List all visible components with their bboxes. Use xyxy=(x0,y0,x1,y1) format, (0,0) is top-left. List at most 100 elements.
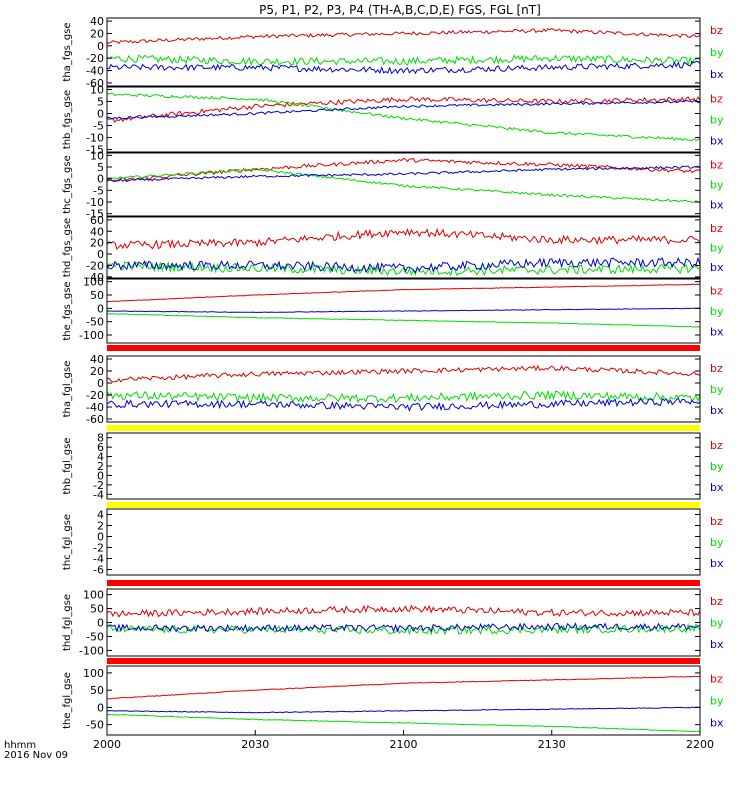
series-by-the_fgl_gse xyxy=(107,714,701,733)
y-axis-label: thc_fgl_gse xyxy=(62,514,73,570)
y-tick-label: 20 xyxy=(90,27,104,40)
y-tick-label: 4 xyxy=(97,451,104,464)
y-tick-label: -4 xyxy=(93,553,104,566)
series-by-thb_fgs_gse xyxy=(106,92,701,142)
legend-bx: bx xyxy=(710,481,724,494)
y-tick-label: 2 xyxy=(97,460,104,473)
y-tick-label: -40 xyxy=(86,271,104,284)
y-tick-label: 0 xyxy=(97,617,104,630)
y-tick-label: -20 xyxy=(86,389,104,402)
legend-bx: bx xyxy=(710,134,724,147)
y-tick-label: 50 xyxy=(90,289,104,302)
series-bx-thb_fgs_gse xyxy=(106,99,701,120)
y-tick-label: -4 xyxy=(93,488,104,501)
y-tick-label: -60 xyxy=(86,77,104,90)
y-tick-label: 20 xyxy=(90,365,104,378)
legend-bz: bz xyxy=(710,222,723,235)
y-tick-label: -2 xyxy=(93,542,104,555)
series-by-thc_fgs_gse xyxy=(106,167,701,204)
panel-frame xyxy=(106,86,701,153)
y-tick-label: -50 xyxy=(86,719,104,732)
y-tick-label: -10 xyxy=(86,132,104,145)
legend-by: by xyxy=(710,46,724,59)
y-tick-label: 2 xyxy=(97,520,104,533)
legend-bz: bz xyxy=(710,595,723,608)
legend-by: by xyxy=(710,617,724,630)
separator-bar xyxy=(107,425,700,431)
panel-frame xyxy=(106,17,701,87)
x-axis-label-top: hhmm xyxy=(4,740,36,751)
y-axis-label: thb_fgs_gse xyxy=(62,90,73,149)
y-tick-label: -100 xyxy=(79,329,104,342)
y-tick-label: -50 xyxy=(86,316,104,329)
series-bx-thd_fgl_gse xyxy=(106,622,701,633)
separator-bar xyxy=(107,345,700,351)
y-tick-label: 5 xyxy=(97,161,104,174)
y-tick-label: -10 xyxy=(86,196,104,209)
separator-bar xyxy=(107,580,700,586)
series-bx-tha_fgl_gse xyxy=(106,397,701,412)
legend-by: by xyxy=(710,383,724,396)
x-tick-label: 2100 xyxy=(390,738,418,751)
y-tick-label: 5 xyxy=(97,95,104,108)
y-tick-label: 40 xyxy=(90,15,104,28)
y-tick-label: 0 xyxy=(97,531,104,544)
series-bz-tha_fgs_gse xyxy=(106,27,701,45)
series-bz-thb_fgs_gse xyxy=(106,95,701,123)
series-by-tha_fgs_gse xyxy=(106,54,701,67)
series-bz-tha_fgl_gse xyxy=(106,364,701,383)
series-bx-the_fgs_gse xyxy=(106,307,701,313)
legend-bz: bz xyxy=(710,24,723,37)
series-by-the_fgs_gse xyxy=(106,313,701,328)
series-bz-thc_fgs_gse xyxy=(106,157,701,182)
legend-by: by xyxy=(710,460,724,473)
series-bz-thd_fgs_gse xyxy=(106,227,701,250)
series-by-thd_fgl_gse xyxy=(106,623,701,636)
y-axis-label: thd_fgl_gse xyxy=(62,594,73,651)
y-tick-label: -50 xyxy=(86,630,104,643)
x-tick-label: 2030 xyxy=(241,738,269,751)
y-tick-label: 0 xyxy=(97,469,104,482)
x-tick-label: 2130 xyxy=(538,738,566,751)
legend-by: by xyxy=(710,114,724,127)
y-axis-label: thd_fgs_gse xyxy=(62,218,73,277)
y-axis-label: thb_fgl_gse xyxy=(62,438,73,495)
panel-the_fgl_gse: 100 50 0 -50 the_fgl_gse bz by bx xyxy=(62,665,724,736)
x-axis: 2000 2030 2100 2130 2200 xyxy=(93,730,714,751)
legend-bx: bx xyxy=(710,404,724,417)
y-tick-label: -6 xyxy=(93,564,104,577)
y-tick-label: 0 xyxy=(97,701,104,714)
legend-bx: bx xyxy=(710,325,724,338)
y-axis-label: the_fgl_gse xyxy=(62,672,73,729)
panel-frame xyxy=(106,152,701,217)
x-tick-label: 2200 xyxy=(686,738,714,751)
panel-frame xyxy=(106,216,701,279)
series-bx-thc_fgs_gse xyxy=(106,165,701,182)
legend-bz: bz xyxy=(710,158,723,171)
legend-bz: bz xyxy=(710,93,723,106)
series-bx-thd_fgs_gse xyxy=(106,256,701,274)
series-bz-thd_fgl_gse xyxy=(106,604,701,618)
y-tick-label: 10 xyxy=(90,83,104,96)
legend-by: by xyxy=(710,242,724,255)
y-tick-label: -15 xyxy=(86,144,104,157)
y-tick-label: 0 xyxy=(97,173,104,186)
y-tick-label: 10 xyxy=(90,149,104,162)
y-tick-label: 0 xyxy=(97,40,104,53)
legend-bx: bx xyxy=(710,638,724,651)
x-axis-label-bottom: 2016 Nov 09 xyxy=(4,750,68,761)
y-axis-label: tha_fgl_gse xyxy=(62,361,73,418)
y-axis-label: the_fgs_gse xyxy=(62,281,73,340)
separator-bar xyxy=(107,502,700,508)
legend-bx: bx xyxy=(710,717,724,730)
y-axis-label: thc_fgs_gse xyxy=(62,155,73,214)
panel-frame xyxy=(106,665,701,736)
